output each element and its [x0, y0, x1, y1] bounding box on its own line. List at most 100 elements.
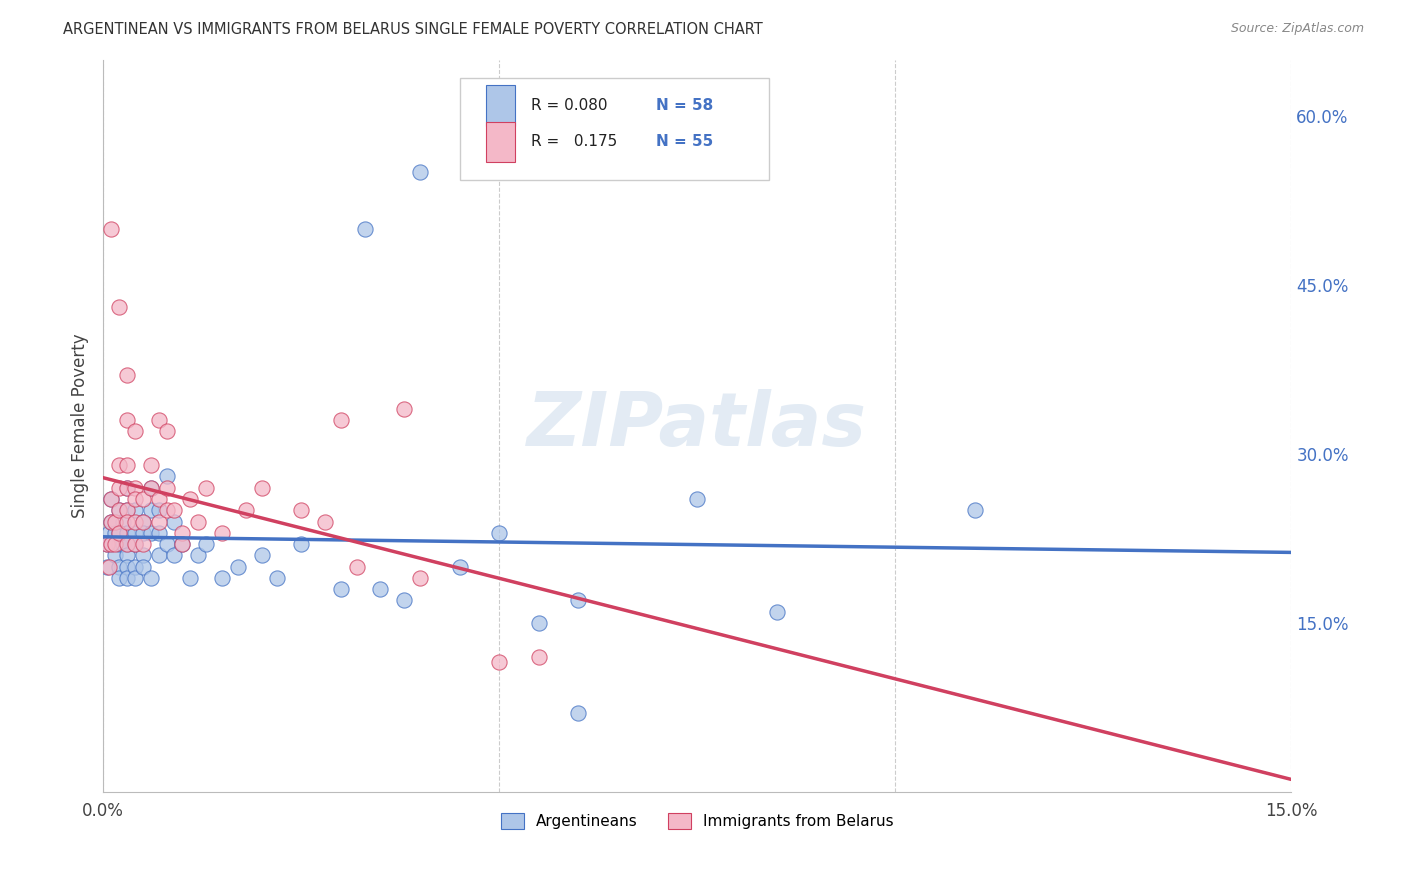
Text: Source: ZipAtlas.com: Source: ZipAtlas.com — [1230, 22, 1364, 36]
Point — [132, 515, 155, 529]
Point — [115, 503, 138, 517]
Point — [96, 537, 118, 551]
Point — [346, 559, 368, 574]
FancyBboxPatch shape — [485, 86, 516, 126]
Point — [235, 503, 257, 517]
Point — [115, 368, 138, 382]
Point — [488, 525, 510, 540]
Point — [132, 559, 155, 574]
Point — [163, 515, 186, 529]
Point — [211, 571, 233, 585]
Point — [172, 537, 194, 551]
Point — [115, 549, 138, 563]
Point — [124, 537, 146, 551]
Point — [392, 593, 415, 607]
Point — [250, 481, 273, 495]
Point — [132, 515, 155, 529]
Point — [314, 515, 336, 529]
Point — [124, 559, 146, 574]
Point — [132, 525, 155, 540]
Point — [115, 537, 138, 551]
Point — [449, 559, 471, 574]
Point — [195, 481, 218, 495]
Point — [155, 425, 177, 439]
Point — [155, 503, 177, 517]
Point — [108, 559, 131, 574]
Point — [139, 525, 162, 540]
Point — [124, 537, 146, 551]
Point — [329, 582, 352, 596]
Point — [96, 537, 118, 551]
Point — [111, 537, 134, 551]
Point — [527, 615, 550, 630]
Point — [98, 559, 121, 574]
Point — [115, 458, 138, 473]
Point — [139, 481, 162, 495]
Point — [104, 549, 127, 563]
Point — [115, 537, 138, 551]
Point — [100, 491, 122, 506]
Point — [115, 413, 138, 427]
Point — [179, 571, 201, 585]
Point — [527, 649, 550, 664]
Point — [108, 458, 131, 473]
Point — [266, 571, 288, 585]
Point — [409, 571, 432, 585]
Text: ZIPatlas: ZIPatlas — [527, 389, 868, 462]
Point — [195, 537, 218, 551]
Point — [370, 582, 392, 596]
Point — [488, 656, 510, 670]
Point — [187, 549, 209, 563]
FancyBboxPatch shape — [460, 78, 769, 180]
Point — [115, 503, 138, 517]
Point — [567, 706, 589, 720]
Point — [132, 537, 155, 551]
Point — [155, 481, 177, 495]
Point — [98, 525, 121, 540]
Text: ARGENTINEAN VS IMMIGRANTS FROM BELARUS SINGLE FEMALE POVERTY CORRELATION CHART: ARGENTINEAN VS IMMIGRANTS FROM BELARUS S… — [63, 22, 763, 37]
Point — [111, 515, 134, 529]
Point — [96, 559, 118, 574]
Point — [108, 503, 131, 517]
Point — [686, 491, 709, 506]
Point — [124, 571, 146, 585]
Point — [290, 537, 312, 551]
Point — [963, 503, 986, 517]
Point — [104, 515, 127, 529]
Text: N = 58: N = 58 — [655, 98, 713, 113]
Point — [132, 549, 155, 563]
Text: R = 0.080: R = 0.080 — [531, 98, 607, 113]
Point — [211, 525, 233, 540]
Point — [108, 525, 131, 540]
FancyBboxPatch shape — [485, 122, 516, 162]
Point — [148, 515, 170, 529]
Point — [115, 481, 138, 495]
Point — [115, 559, 138, 574]
Point — [104, 525, 127, 540]
Point — [250, 549, 273, 563]
Point — [567, 593, 589, 607]
Point — [290, 503, 312, 517]
Point — [108, 525, 131, 540]
Point — [155, 537, 177, 551]
Point — [100, 491, 122, 506]
Legend: Argentineans, Immigrants from Belarus: Argentineans, Immigrants from Belarus — [495, 807, 900, 836]
Point — [108, 571, 131, 585]
Point — [100, 515, 122, 529]
Text: R =   0.175: R = 0.175 — [531, 135, 617, 150]
Point — [100, 537, 122, 551]
Point — [115, 525, 138, 540]
Point — [100, 515, 122, 529]
Point — [148, 503, 170, 517]
Point — [124, 481, 146, 495]
Point — [124, 491, 146, 506]
Point — [124, 525, 146, 540]
Point — [148, 491, 170, 506]
Point — [124, 503, 146, 517]
Point — [124, 425, 146, 439]
Point — [148, 413, 170, 427]
Point — [139, 571, 162, 585]
Point — [139, 481, 162, 495]
Point — [100, 537, 122, 551]
Point — [124, 515, 146, 529]
